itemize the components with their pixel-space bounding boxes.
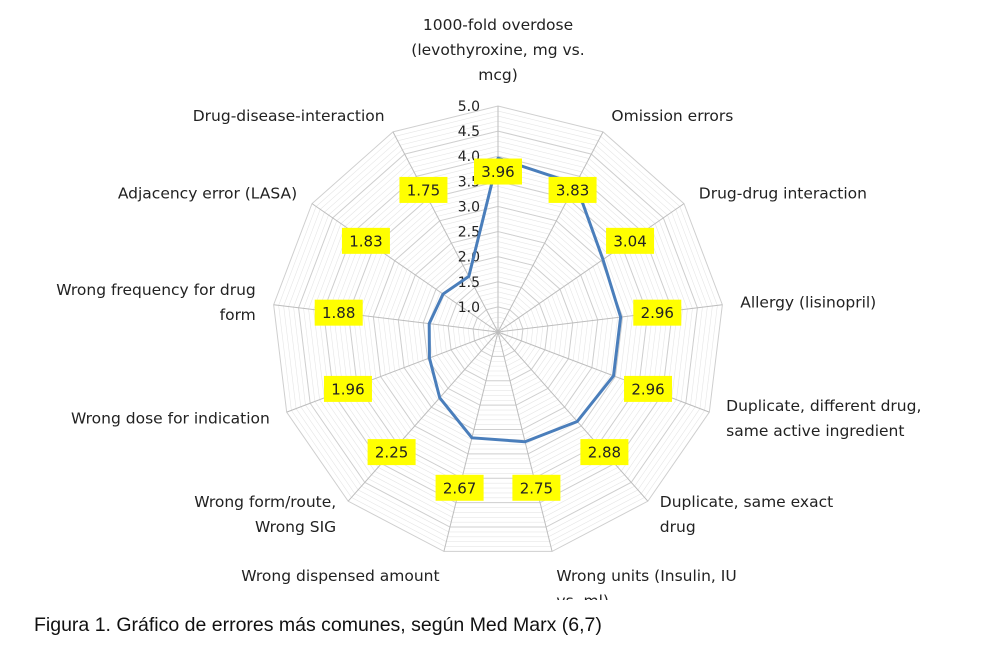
tick-label: 1.0 <box>458 300 480 316</box>
category-label: Wrong units (Insulin, IUvs. ml) <box>556 567 736 600</box>
data-label-box <box>624 375 673 402</box>
data-label-box <box>580 439 629 466</box>
minor-gridline <box>417 251 579 411</box>
major-gridline <box>273 105 723 552</box>
data-label: 2.25 <box>375 444 408 462</box>
minor-gridline <box>462 296 534 367</box>
data-label-box <box>548 176 597 203</box>
category-label: Wrong dispensed amount <box>241 567 439 585</box>
axis-spoke <box>497 203 685 333</box>
category-label: Duplicate, different drug, same active in… <box>726 397 921 440</box>
minor-gridline <box>283 115 713 542</box>
data-label-box <box>474 158 522 185</box>
data-label: 1.75 <box>407 181 440 199</box>
major-gridline <box>347 180 649 479</box>
minor-gridline <box>383 216 613 445</box>
category-label: Drug-disease-interaction <box>193 107 385 125</box>
category-label: Wrong form/route, Wrong SIG <box>194 493 336 536</box>
data-label: 3.96 <box>481 163 514 181</box>
minor-gridline <box>343 176 653 484</box>
radar-chart: 1.0 1.5 2.0 2.5 3.0 3.5 4.0 4.5 5.0 1000-fold ove… <box>56 16 921 600</box>
minor-gridline <box>303 135 693 523</box>
minor-gridline <box>427 261 569 401</box>
category-label: 1000-fold overdose (levothyroxine, mg vs.… <box>411 16 584 84</box>
series-line <box>427 156 623 444</box>
axis-spoke <box>347 331 499 502</box>
data-label-box <box>606 227 655 254</box>
data-label: 1.88 <box>322 304 355 322</box>
data-label: 2.75 <box>520 479 553 497</box>
axis-spoke <box>311 203 499 333</box>
data-label: 2.96 <box>631 380 664 398</box>
data-label: 3.04 <box>613 232 646 250</box>
category-label: Allergy (lisinopril) <box>740 294 876 312</box>
minor-gridline <box>457 291 539 372</box>
tick-label: 5.0 <box>458 99 480 115</box>
data-label: 3.83 <box>556 181 589 199</box>
data-label-box <box>512 474 561 501</box>
tick-label: 4.5 <box>458 124 480 140</box>
data-label-box <box>341 227 390 254</box>
category-label: Wrong frequency for drug form <box>56 281 256 324</box>
major-gridline <box>397 231 599 431</box>
minor-gridline <box>482 316 514 347</box>
category-label: Wrong dose for indication <box>71 410 270 428</box>
tick-label: 2.0 <box>458 250 480 266</box>
minor-gridline <box>313 145 683 513</box>
minor-gridline <box>467 301 529 362</box>
category-label: Duplicate, same exact drug <box>660 493 833 536</box>
data-label: 1.83 <box>349 232 382 250</box>
data-label: 2.88 <box>588 444 621 462</box>
minor-gridline <box>402 236 594 425</box>
category-label: Omission errors <box>611 107 733 125</box>
minor-gridline <box>353 186 643 474</box>
data-label-box <box>323 375 372 402</box>
major-gridline <box>472 306 524 357</box>
data-label: 1.96 <box>331 380 364 398</box>
category-label: Drug-drug interaction <box>699 184 867 202</box>
axis-spoke <box>286 331 499 413</box>
minor-gridline <box>363 196 633 464</box>
data-label: 2.96 <box>641 304 674 322</box>
data-label-box <box>314 299 363 326</box>
major-gridline <box>447 281 549 382</box>
minor-gridline <box>477 311 519 352</box>
data-label-box <box>367 439 416 466</box>
major-gridline <box>298 130 698 528</box>
axis-spoke <box>392 131 499 333</box>
minor-gridline <box>412 246 584 416</box>
data-label-box <box>435 474 484 501</box>
minor-gridline <box>437 271 559 391</box>
minor-gridline <box>308 140 688 518</box>
minor-gridline <box>442 276 554 386</box>
minor-gridline <box>432 266 564 396</box>
minor-gridline <box>368 201 628 460</box>
figure-caption: Figura 1. Gráfico de errores más comunes… <box>34 614 602 636</box>
minor-gridline <box>358 191 638 469</box>
minor-gridline <box>452 286 544 377</box>
axis-spoke <box>497 331 710 413</box>
axis-spoke <box>497 304 723 333</box>
axis-spoke <box>497 331 649 502</box>
data-label: 2.67 <box>443 479 476 497</box>
minor-gridline <box>407 241 589 421</box>
data-label-box <box>633 299 682 326</box>
data-label-box <box>399 176 448 203</box>
axis-spoke <box>497 131 604 333</box>
axis-spoke <box>443 331 499 552</box>
tick-label: 2.5 <box>458 225 480 241</box>
minor-gridline <box>392 226 604 435</box>
category-label: Adjacency error (LASA) <box>118 184 297 202</box>
major-gridline <box>422 256 574 406</box>
axis-spoke <box>273 304 499 333</box>
minor-gridline <box>288 120 708 538</box>
minor-gridline <box>487 321 509 343</box>
minor-gridline <box>293 125 703 533</box>
minor-gridline <box>278 110 718 547</box>
tick-label: 3.0 <box>458 199 480 215</box>
minor-gridline <box>378 211 618 450</box>
